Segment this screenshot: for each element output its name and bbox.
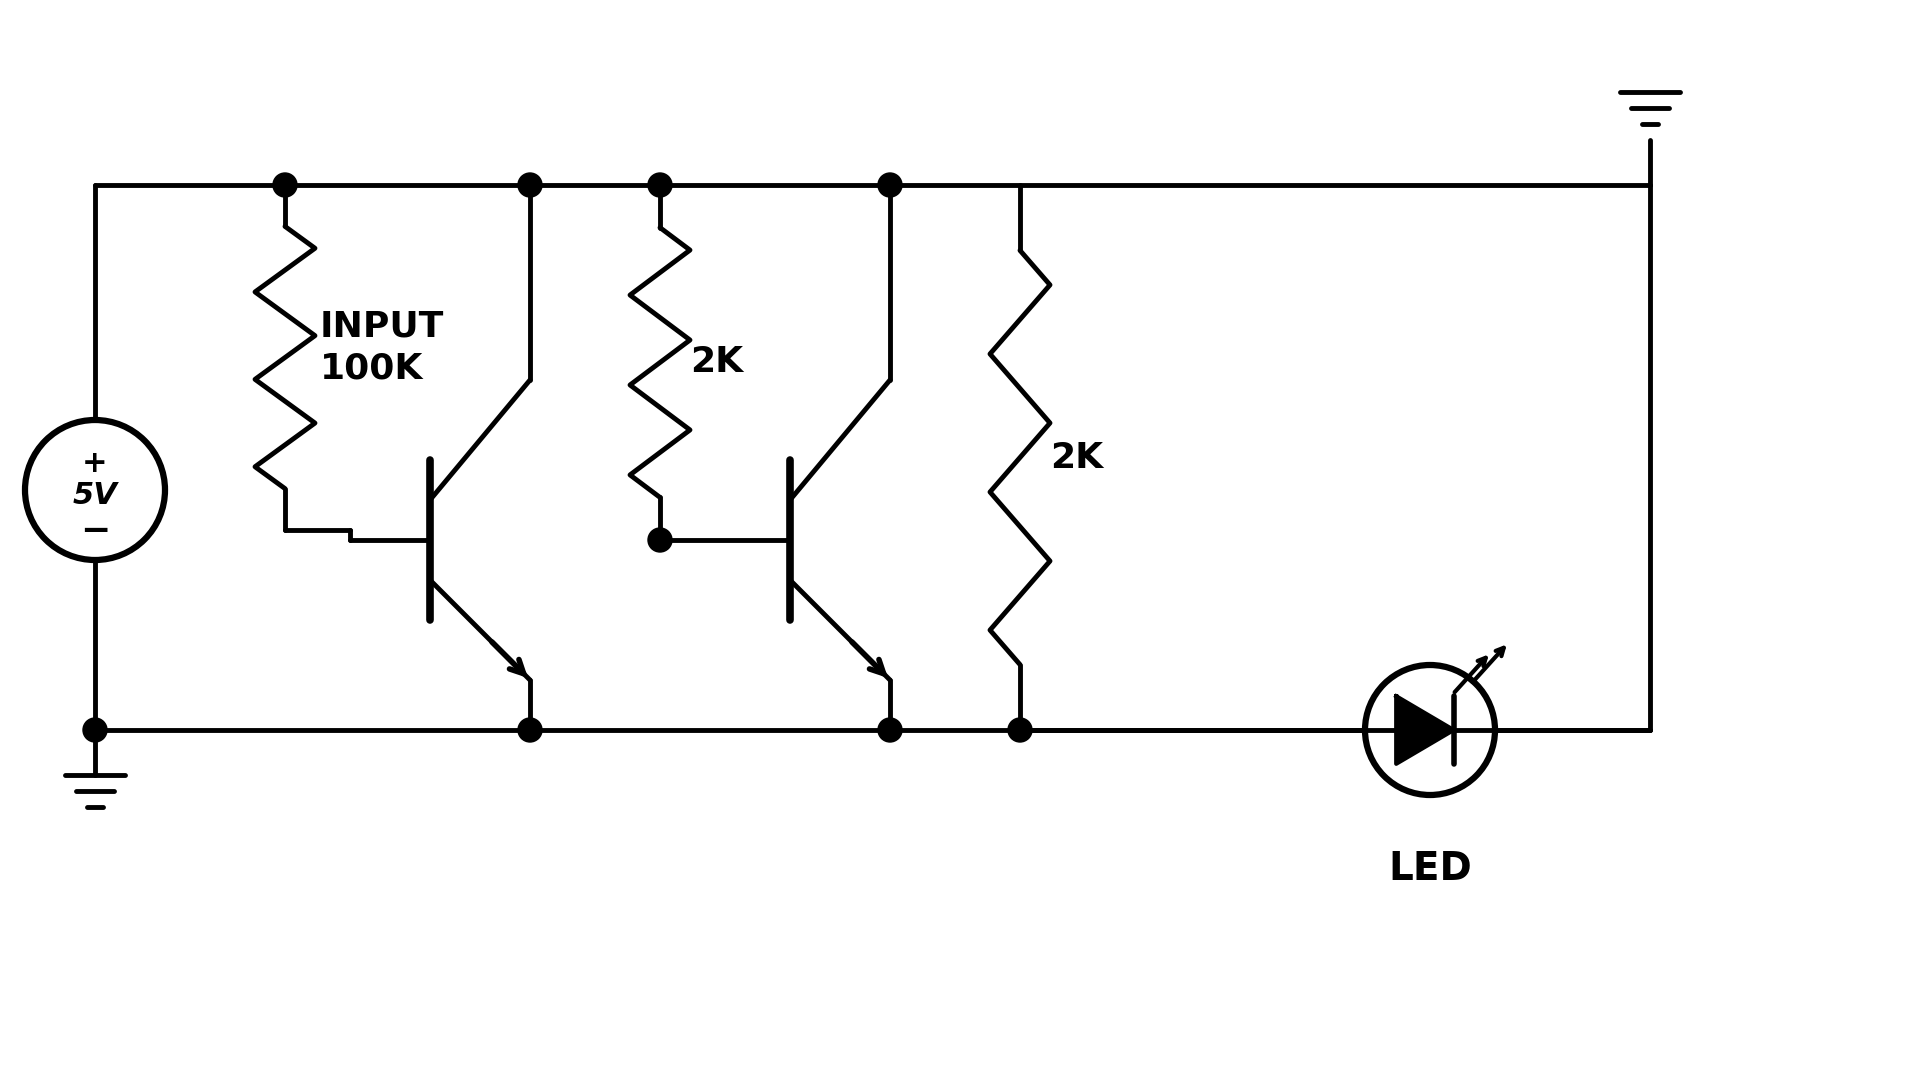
Text: INPUT
100K: INPUT 100K (321, 310, 444, 386)
Circle shape (649, 528, 672, 552)
Text: LED: LED (1388, 850, 1473, 888)
Circle shape (649, 173, 672, 197)
Circle shape (273, 173, 298, 197)
Text: +: + (83, 449, 108, 477)
Circle shape (877, 718, 902, 742)
Text: 2K: 2K (1050, 441, 1104, 474)
Polygon shape (1396, 697, 1453, 764)
Circle shape (1008, 718, 1033, 742)
Text: 2K: 2K (689, 346, 743, 379)
Text: 5V: 5V (73, 481, 117, 510)
Circle shape (83, 718, 108, 742)
Circle shape (518, 718, 541, 742)
Text: −: − (81, 514, 109, 548)
Circle shape (877, 173, 902, 197)
Circle shape (518, 173, 541, 197)
